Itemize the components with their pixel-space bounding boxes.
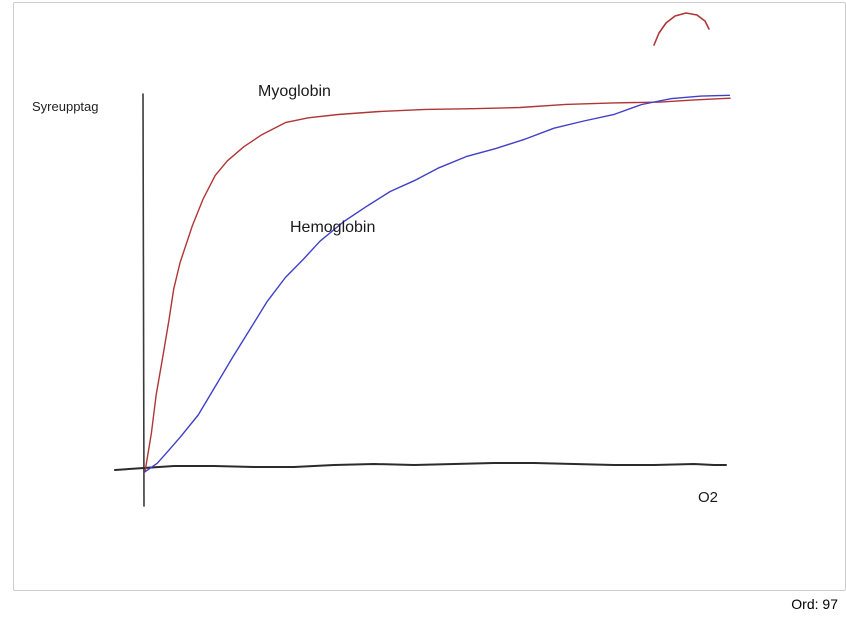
stray-red-mark (653, 12, 710, 46)
x-axis-label: O2 (698, 489, 719, 506)
drawing-canvas[interactable]: Syreupptag Myoglobin Hemoglobin O2 (13, 2, 846, 591)
y-axis-label: Syreupptag (32, 99, 99, 114)
hemoglobin-curve (144, 94, 731, 473)
myoglobin-curve (144, 97, 731, 473)
x-axis-line (114, 462, 727, 471)
myoglobin-label: Myoglobin (258, 83, 331, 100)
chart-svg (114, 12, 731, 507)
word-count[interactable]: Ord: 97 (791, 596, 838, 612)
y-axis-line (142, 93, 145, 507)
hemoglobin-label: Hemoglobin (290, 219, 376, 236)
